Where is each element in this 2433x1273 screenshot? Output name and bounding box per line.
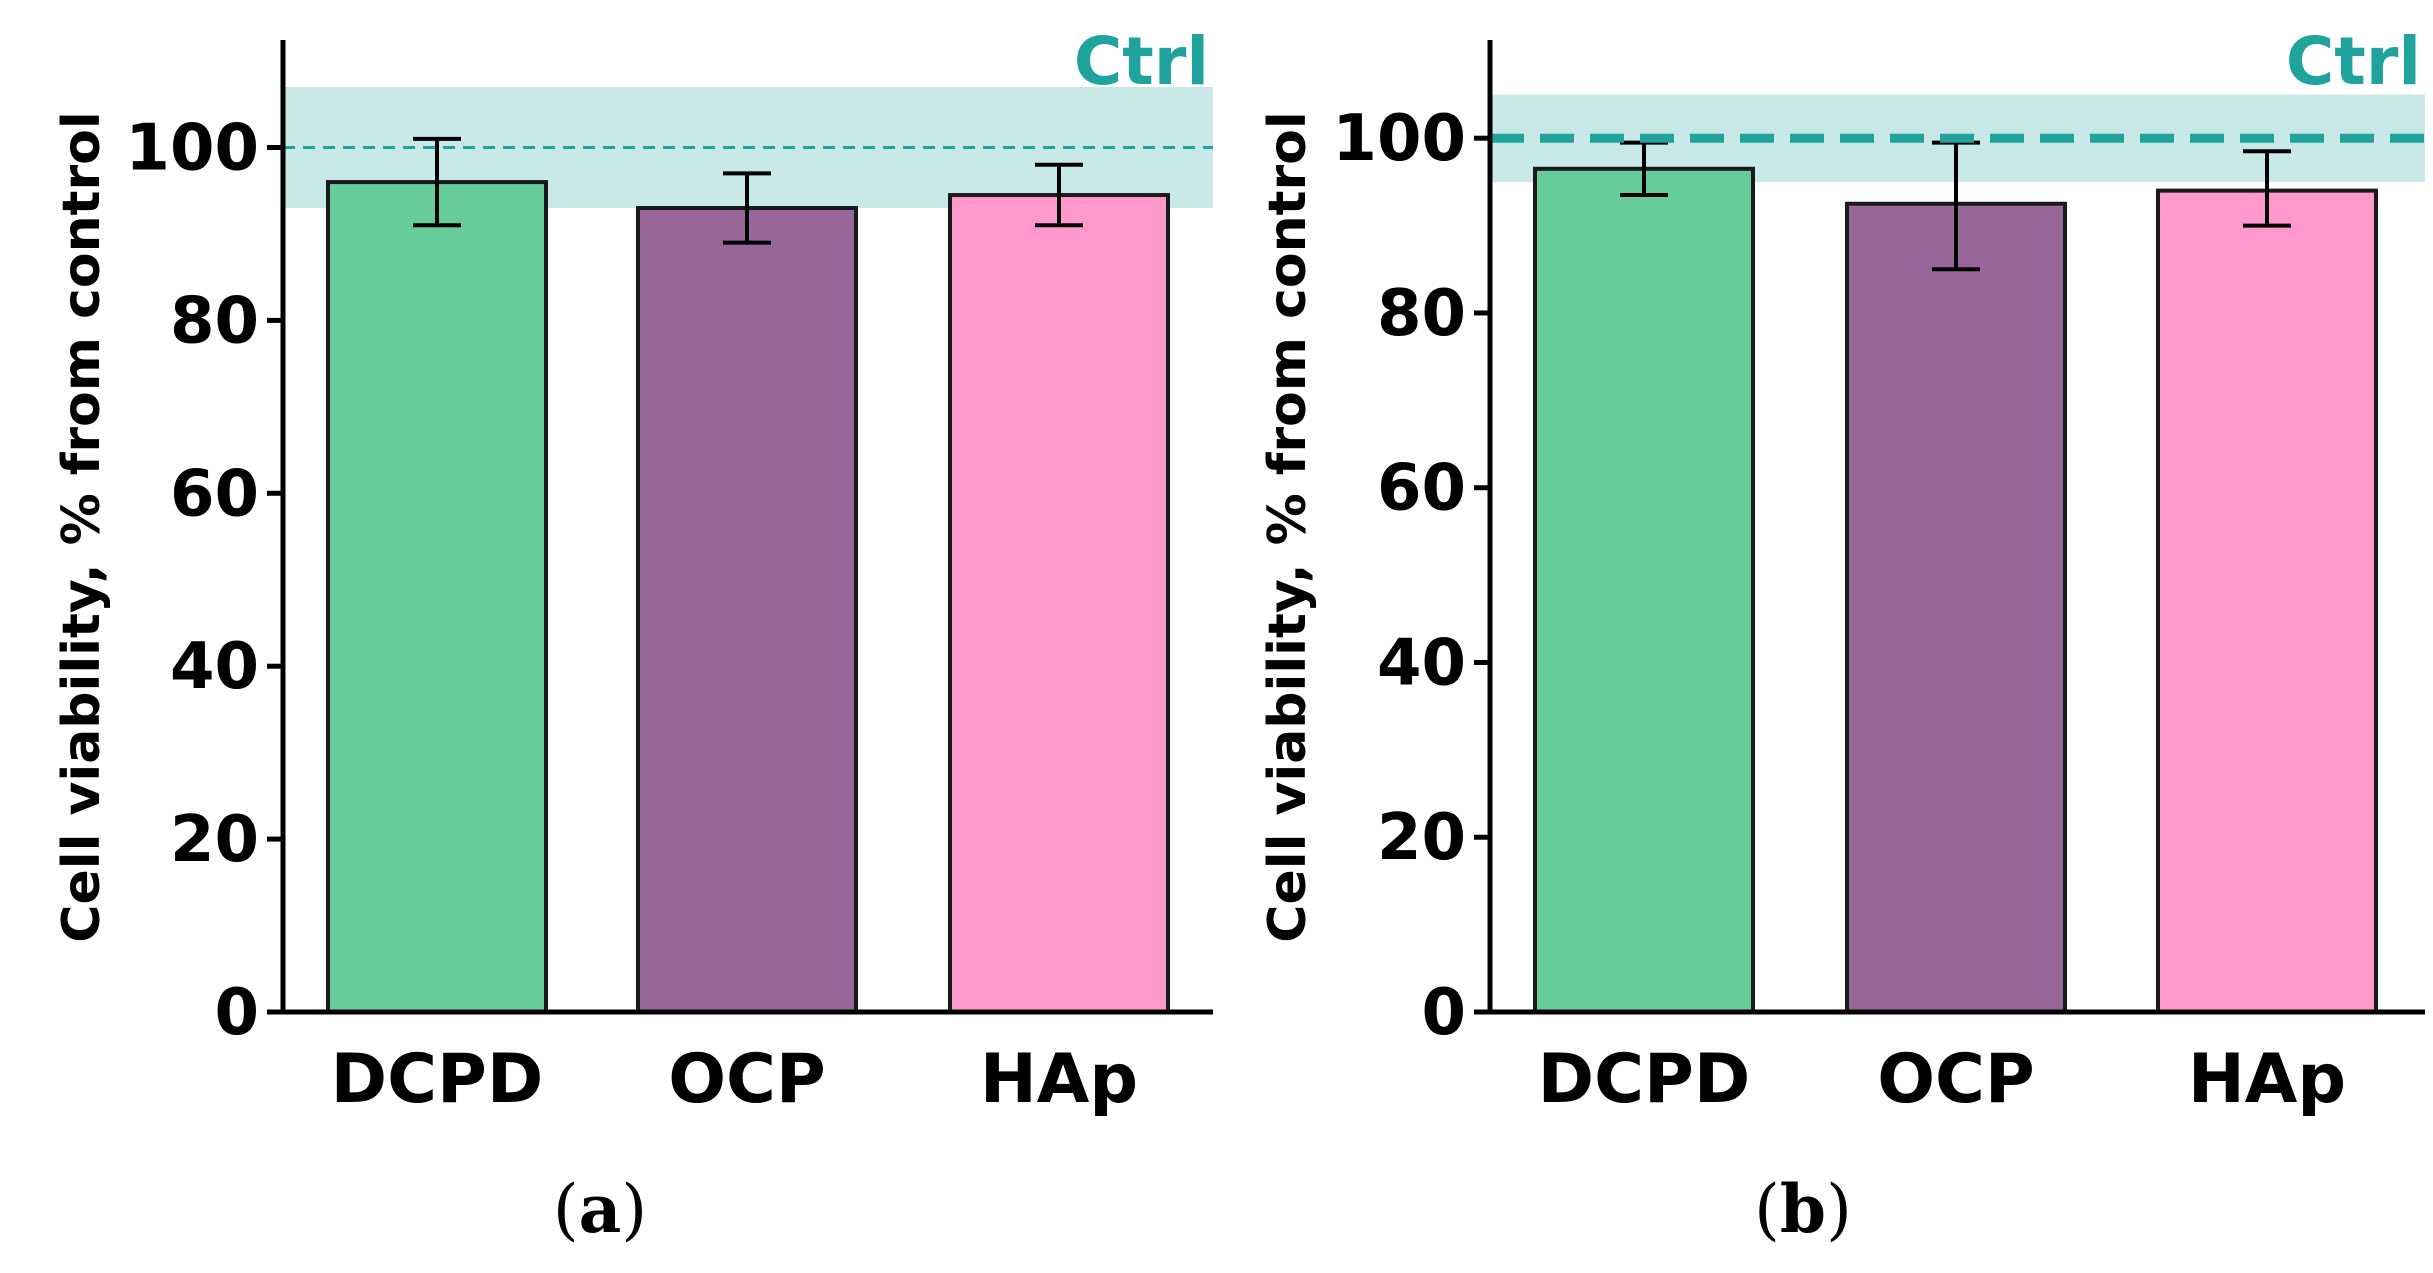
control-label: Ctrl	[1074, 23, 1209, 100]
y-tick-label: 40	[170, 630, 259, 704]
y-tick-label: 100	[1332, 102, 1466, 176]
bar-ocp	[1845, 201, 2067, 1015]
control-label: Ctrl	[2286, 23, 2421, 100]
x-tick-label: OCP	[668, 1040, 826, 1119]
y-axis-label: Cell viability, % from control	[52, 111, 112, 942]
y-tick-label: 80	[170, 284, 259, 358]
error-bar-dcpd	[413, 136, 461, 228]
x-tick-label: DCPD	[1538, 1040, 1751, 1119]
y-tick-label: 100	[125, 112, 259, 186]
y-axis-label: Cell viability, % from control	[1258, 111, 1318, 942]
x-tick-label: HAp	[980, 1040, 1138, 1119]
y-tick-label: 20	[1377, 801, 1466, 875]
bar-ocp	[636, 206, 858, 1014]
y-tick-label: 0	[1421, 976, 1466, 1050]
bar-hap	[948, 193, 1170, 1015]
y-tick-label: 0	[214, 976, 259, 1050]
x-tick-label: HAp	[2188, 1040, 2346, 1119]
x-tick-label: DCPD	[331, 1040, 544, 1119]
y-tick-label: 20	[170, 803, 259, 877]
error-bar-hap	[1035, 162, 1083, 228]
y-tick-label: 60	[170, 457, 259, 531]
bar-hap	[2156, 188, 2378, 1015]
error-bar-ocp	[723, 171, 771, 245]
bar-dcpd	[1533, 166, 1755, 1014]
y-tick-label: 40	[1377, 626, 1466, 700]
panel-label: (a)	[553, 1170, 647, 1248]
y-tick-label: 80	[1377, 277, 1466, 351]
y-tick-label: 60	[1377, 452, 1466, 526]
error-bar-hap	[2243, 149, 2291, 228]
panel-label: (b)	[1754, 1170, 1852, 1248]
x-tick-label: OCP	[1877, 1040, 2035, 1119]
bar-dcpd	[326, 180, 548, 1014]
